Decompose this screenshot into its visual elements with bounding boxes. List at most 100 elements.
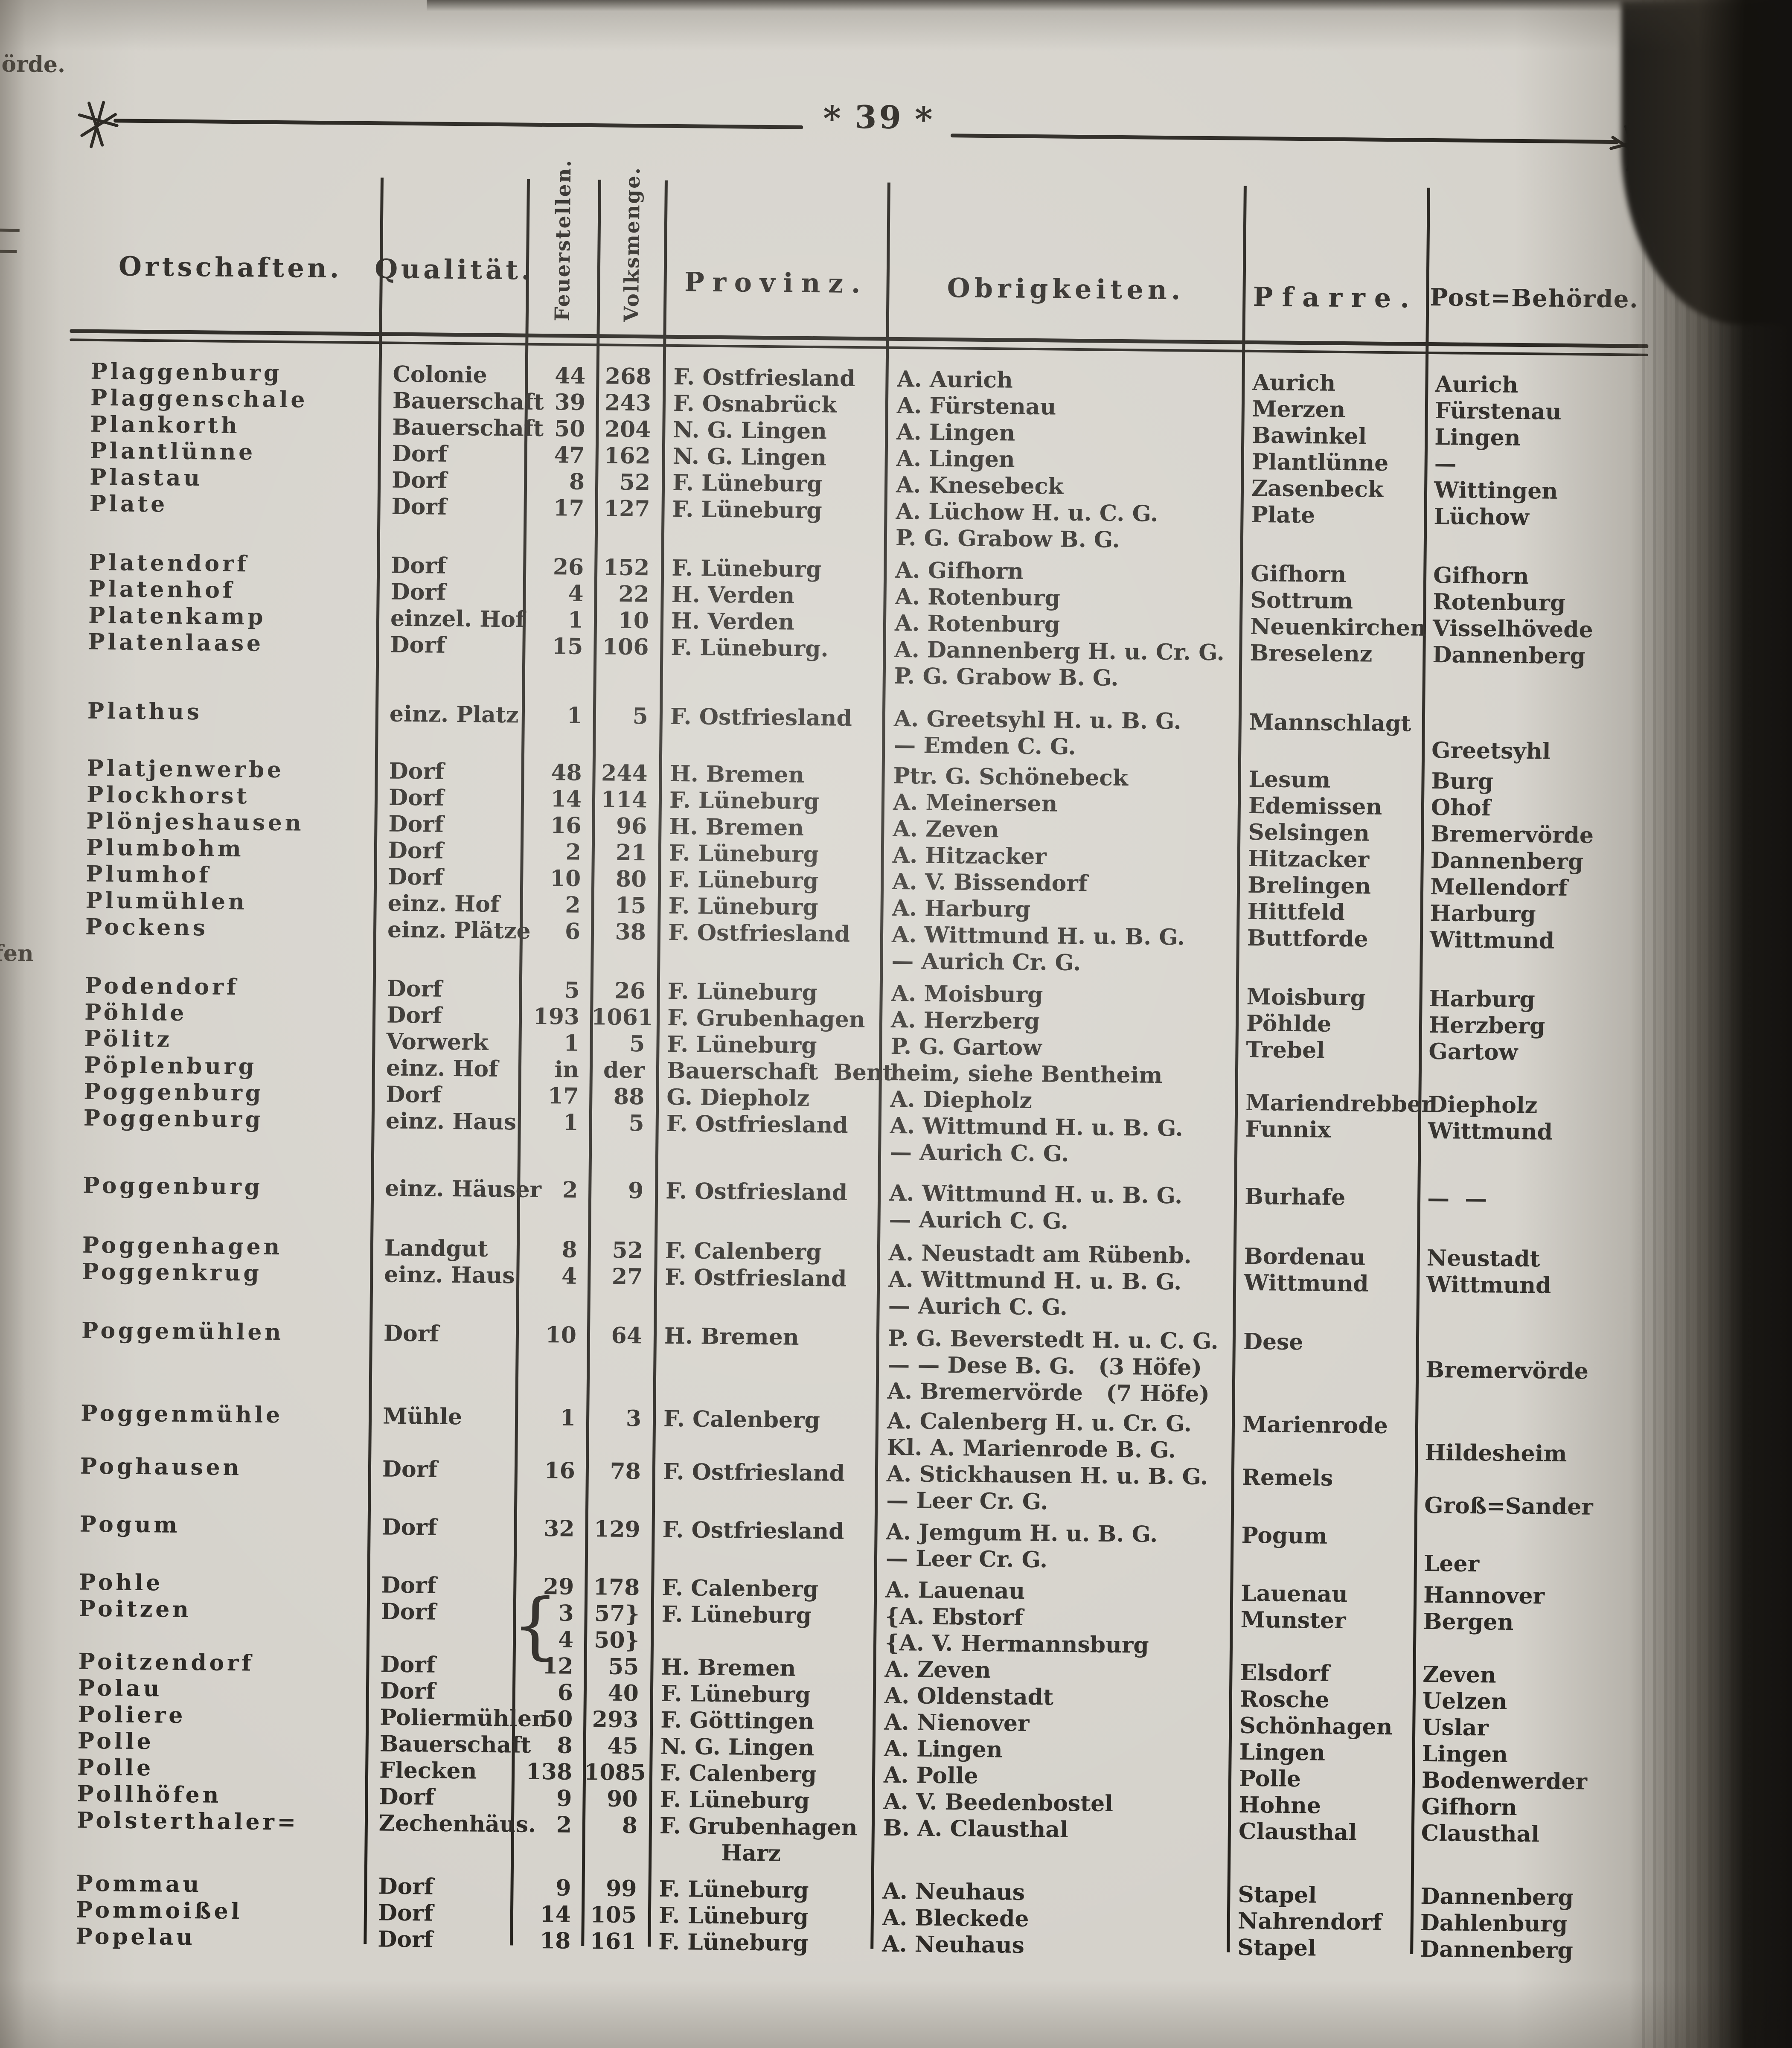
- cell-qualitaet: Bauerschaft: [380, 387, 544, 415]
- cell-line: 27: [611, 1263, 643, 1290]
- cell-line: F. Ostfriesland: [664, 1264, 847, 1292]
- cell-line: Neustadt: [1426, 1245, 1540, 1272]
- cell-line: 193: [533, 1003, 580, 1030]
- cell-line: Mellendorf: [1430, 874, 1568, 902]
- cell-post-behoerde: Uslar: [1414, 1714, 1628, 1743]
- cell-line: 52: [619, 469, 651, 496]
- cell-line: einz. Häuser: [384, 1175, 542, 1203]
- cell-line: Breselenz: [1250, 640, 1373, 667]
- cell-line: Bremervörde: [1431, 821, 1594, 849]
- cell-feuerstellen: 18: [511, 1927, 583, 1955]
- cell-provinz: G. Diepholz: [657, 1084, 880, 1113]
- cell-line: Plönjeshausen: [86, 808, 304, 836]
- cell-post-behoerde: Lingen: [1413, 1741, 1627, 1769]
- cell-volksmenge: 129: [586, 1516, 653, 1543]
- cell-line: N. G. Lingen: [672, 443, 827, 471]
- cell-line: 10: [550, 865, 581, 892]
- cell-feuerstellen: 16: [522, 812, 593, 840]
- cell-obrigkeiten: heim, siehe Bentheim: [880, 1060, 1237, 1090]
- cell-provinz: F. Göttingen: [651, 1707, 874, 1736]
- cell-qualitaet: Dorf: [376, 758, 523, 785]
- cell-feuerstellen: 5: [520, 977, 592, 1004]
- cell-line: Zechenhäus.: [378, 1810, 536, 1838]
- cell-qualitaet: Vorwerk: [373, 1028, 520, 1056]
- cell-line: 14: [540, 1901, 571, 1928]
- cell-post-behoerde: Greetsyhl: [1423, 711, 1637, 766]
- cell-line: F. Lüneburg: [672, 469, 823, 497]
- cell-line: Plumhof: [85, 861, 212, 888]
- cell-volksmenge: 10: [595, 607, 662, 634]
- cell-qualitaet: Dorf: [367, 1651, 514, 1679]
- cell-provinz: H. Bremen: [655, 1323, 878, 1352]
- cell-pfarre: Plantlünne: [1242, 449, 1426, 477]
- cell-line: 6: [557, 1679, 573, 1706]
- cell-line: 14: [550, 786, 582, 812]
- cell-line: Hohne: [1239, 1792, 1321, 1819]
- cell-line: Dorf: [388, 784, 444, 811]
- cell-line: 88: [613, 1083, 645, 1110]
- cell-line: Dorf: [390, 552, 447, 579]
- cell-line: Dorf: [381, 1598, 436, 1625]
- cell-line: Mühle: [382, 1403, 463, 1430]
- cell-pfarre: Plate: [1242, 502, 1425, 530]
- cell-line: A. Wittmund H. u. B. G.: [891, 921, 1185, 951]
- cell-feuerstellen: 14: [512, 1901, 583, 1928]
- gutter-text-fragment: örde.: [1, 51, 66, 78]
- cell-line: Platenhof: [88, 576, 236, 604]
- cell-qualitaet: Dorf: [369, 1514, 515, 1542]
- cell-feuerstellen: 1: [523, 702, 595, 730]
- cell-line: 40: [608, 1680, 639, 1707]
- cell-volksmenge: 9: [590, 1177, 657, 1204]
- cell-line: Poggenkrug: [82, 1258, 262, 1286]
- cell-post-behoerde: Bergen: [1414, 1609, 1629, 1637]
- cell-provinz: F. Lüneburg: [652, 1601, 875, 1630]
- cell-pfarre: Gifhorn: [1241, 561, 1425, 589]
- cell-pfarre: [1236, 1063, 1420, 1091]
- cell-pfarre: Lingen: [1230, 1739, 1414, 1767]
- cell-pfarre: Pogum: [1232, 1522, 1416, 1551]
- cell-line: F. Osnabrück: [673, 390, 837, 418]
- cell-obrigkeiten: A. Greetsyhl H. u. B. G. — Emden C. G.: [883, 706, 1240, 762]
- cell-line: A. Lüchow H. u. C. G.: [896, 498, 1158, 527]
- cell-volksmenge: 178: [586, 1574, 653, 1601]
- cell-provinz: F. Lüneburg: [660, 787, 883, 816]
- cell-line: B. A. Clausthal: [883, 1815, 1069, 1843]
- cell-qualitaet: Dorf: [369, 1456, 516, 1484]
- cell-obrigkeiten: A. Stickhausen H. u. B. G. — Leer Cr. G.: [876, 1461, 1233, 1517]
- cell-qualitaet: Dorf: [371, 1320, 518, 1348]
- gutter-rule: [0, 228, 20, 232]
- cell-pfarre: Moisburg: [1237, 984, 1421, 1012]
- cell-qualitaet: Dorf: [374, 1002, 521, 1030]
- cell-line: Neuenkirchen: [1250, 613, 1427, 641]
- cell-volksmenge: 52: [589, 1237, 656, 1264]
- cell-line: Bergen: [1423, 1608, 1514, 1635]
- cell-post-behoerde: Bodenwerder: [1413, 1767, 1627, 1796]
- cell-feuerstellen: 47: [525, 442, 597, 469]
- cell-line: 15: [552, 633, 583, 660]
- cell-line: A. Jemgum H. u. B. G.: [886, 1519, 1158, 1548]
- cell-ortschaft: Plockhorst: [75, 781, 376, 811]
- cell-qualitaet: Dorf: [365, 1900, 512, 1927]
- cell-line: Dorf: [378, 1900, 433, 1926]
- cell-pfarre: Hittfeld: [1238, 899, 1422, 927]
- cell-pfarre: Stapel: [1228, 1882, 1412, 1910]
- cell-line: Groß=Sander: [1424, 1492, 1593, 1520]
- cell-line: Hannover: [1423, 1582, 1545, 1609]
- cell-line: 5: [629, 1031, 645, 1057]
- cell-feuerstellen: 16: [516, 1457, 588, 1484]
- header-rule-right: [950, 134, 1619, 144]
- cell-line: A. Dannenberg H. u. Cr. G.: [894, 636, 1225, 666]
- cell-feuerstellen: 8: [518, 1236, 590, 1264]
- table-row: Poggemühlen Dorf 10 64 H. Bremen P. G. Bevers…: [69, 1317, 1632, 1411]
- cell-obrigkeiten: A. Wittmund H. u. B. G. — Aurich Cr. G.: [881, 922, 1238, 978]
- cell-post-behoerde: Ohof: [1423, 794, 1637, 823]
- cell-feuerstellen: 14: [522, 786, 594, 813]
- cell-ortschaft: Plönjeshausen: [74, 808, 376, 837]
- cell-provinz: F. Ostfriesland: [664, 364, 887, 393]
- cell-line: 26: [553, 554, 584, 580]
- cell-provinz: F. Calenberg: [654, 1406, 877, 1434]
- cell-ortschaft: Poghausen: [68, 1453, 370, 1482]
- cell-line: P. G. Beverstedt H. u. C. G.: [887, 1325, 1219, 1355]
- cell-feuerstellen: 1: [524, 607, 596, 634]
